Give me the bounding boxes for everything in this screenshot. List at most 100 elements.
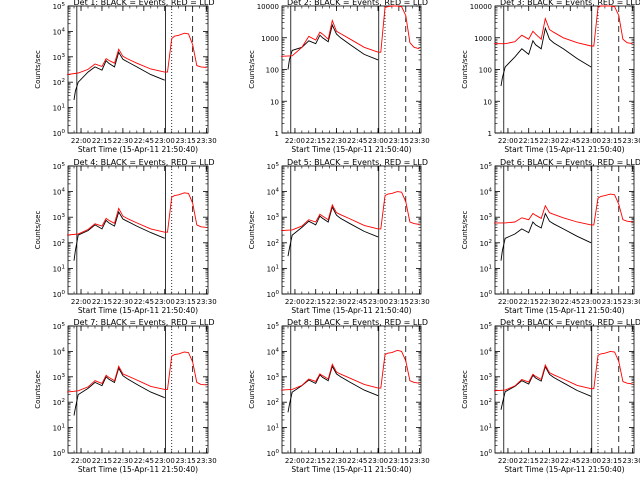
- y-tick-label: 104: [267, 347, 280, 356]
- plot-frame: [494, 5, 635, 134]
- x-tick-label: 22:45: [347, 137, 367, 145]
- x-tick-label: 23:15: [389, 457, 409, 465]
- y-tick-label: 101: [480, 264, 492, 273]
- x-tick-label: 23:00: [581, 137, 601, 145]
- x-tick-label: 22:45: [560, 457, 580, 465]
- y-tick-label: 103: [53, 53, 66, 62]
- x-tick-label: 23:15: [389, 298, 409, 306]
- series-lld-line: [281, 349, 420, 391]
- panel-title: Det 3: BLACK = Events, RED = LLD: [500, 0, 640, 7]
- y-tick-label: 102: [53, 398, 65, 407]
- detector-panel-7: Det 7: BLACK = Events, RED = LLD 100 101 10…: [34, 318, 217, 474]
- y-axis-label: Counts/sec: [34, 211, 42, 250]
- x-tick-label: 22:00: [285, 137, 305, 145]
- y-tick-label: 100: [53, 129, 66, 138]
- y-tick-label: 103: [480, 373, 493, 382]
- y-tick-label: 10000: [470, 3, 492, 11]
- x-tick-label: 22:15: [306, 137, 326, 145]
- series-lld-line: [67, 32, 207, 76]
- y-axis-label: Counts/sec: [461, 211, 469, 250]
- x-tick-label: 23:15: [602, 137, 622, 145]
- x-tick-label: 22:45: [134, 298, 154, 306]
- x-tick-label: 22:15: [306, 298, 326, 306]
- x-axis-label: Start Time (15-Apr-11 21:50:40): [504, 145, 624, 154]
- x-tick-label: 23:30: [410, 137, 430, 145]
- x-tick-label: 22:00: [498, 137, 518, 145]
- x-tick-label: 23:30: [623, 137, 640, 145]
- x-tick-label: 22:30: [326, 137, 346, 145]
- panel-title: Det 9: BLACK = Events, RED = LLD: [500, 318, 640, 327]
- detector-panel-6: Det 6: BLACK = Events, RED = LLD 100 101 10…: [461, 158, 640, 315]
- y-tick-label: 102: [53, 78, 65, 87]
- y-tick-label: 105: [480, 322, 493, 331]
- x-tick-label: 23:30: [623, 298, 640, 306]
- y-tick-label: 104: [53, 27, 66, 36]
- y-tick-label: 1000: [474, 35, 492, 43]
- x-tick-label: 22:15: [306, 457, 326, 465]
- x-tick-label: 22:15: [92, 457, 112, 465]
- x-tick-label: 23:30: [197, 298, 217, 306]
- x-tick-label: 23:30: [410, 457, 430, 465]
- y-tick-label: 102: [267, 398, 279, 407]
- y-tick-label: 100: [53, 449, 66, 458]
- y-axis-label: Counts/sec: [248, 50, 256, 89]
- x-tick-label: 22:15: [92, 137, 112, 145]
- detector-panel-8: Det 8: BLACK = Events, RED = LLD 100 101 10…: [248, 318, 430, 474]
- y-tick-label: 105: [53, 322, 66, 331]
- plot-frame: [494, 325, 635, 454]
- x-tick-label: 22:00: [285, 457, 305, 465]
- x-axis-label: Start Time (15-Apr-11 21:50:40): [291, 145, 411, 154]
- plot-frame: [281, 325, 422, 454]
- x-tick-label: 22:45: [134, 457, 154, 465]
- plot-frame: [494, 165, 635, 295]
- x-tick-label: 22:30: [539, 137, 559, 145]
- x-tick-label: 22:30: [113, 298, 133, 306]
- detector-panel-1: Det 1: BLACK = Events, RED = LLD 100 101 10…: [34, 0, 217, 154]
- x-tick-label: 23:00: [368, 137, 388, 145]
- panel-title: Det 6: BLACK = Events, RED = LLD: [500, 158, 640, 167]
- panel-title: Det 4: BLACK = Events, RED = LLD: [74, 158, 215, 167]
- x-tick-label: 23:30: [197, 137, 217, 145]
- x-tick-label: 23:00: [155, 298, 175, 306]
- y-tick-label: 103: [267, 213, 280, 222]
- x-tick-label: 23:00: [368, 298, 388, 306]
- x-tick-label: 23:30: [410, 298, 430, 306]
- y-tick-label: 10: [483, 98, 492, 106]
- series-events-line: [500, 26, 592, 87]
- x-tick-label: 22:45: [347, 298, 367, 306]
- series-events-line: [500, 212, 592, 261]
- y-tick-label: 103: [267, 373, 280, 382]
- y-tick-label: 101: [53, 104, 65, 113]
- panel-title: Det 2: BLACK = Events, RED = LLD: [287, 0, 428, 7]
- y-tick-label: 105: [53, 2, 66, 11]
- x-tick-label: 22:45: [134, 137, 154, 145]
- series-lld-line: [494, 5, 633, 47]
- x-axis-label: Start Time (15-Apr-11 21:50:40): [78, 465, 198, 474]
- y-tick-label: 105: [267, 162, 280, 171]
- y-tick-label: 103: [53, 213, 66, 222]
- y-tick-label: 102: [53, 239, 65, 248]
- x-tick-label: 23:00: [155, 137, 175, 145]
- y-tick-label: 100: [267, 449, 280, 458]
- x-axis-label: Start Time (15-Apr-11 21:50:40): [291, 465, 411, 474]
- y-axis-label: Counts/sec: [461, 370, 469, 409]
- y-tick-label: 104: [480, 188, 493, 197]
- y-tick-label: 101: [53, 424, 65, 433]
- x-tick-label: 22:00: [71, 457, 91, 465]
- panel-title: Det 1: BLACK = Events, RED = LLD: [74, 0, 215, 7]
- series-lld-line: [494, 350, 633, 392]
- y-tick-label: 104: [480, 347, 493, 356]
- plot-frame: [281, 5, 422, 134]
- x-tick-label: 22:15: [92, 298, 112, 306]
- y-tick-label: 105: [53, 162, 66, 171]
- detector-panel-2: Det 2: BLACK = Events, RED = LLD 1 10 100 10…: [248, 0, 430, 154]
- x-tick-label: 23:15: [389, 137, 409, 145]
- x-tick-label: 22:15: [519, 457, 539, 465]
- x-tick-label: 22:45: [560, 298, 580, 306]
- y-tick-label: 103: [53, 373, 66, 382]
- plot-frame: [67, 325, 209, 454]
- series-lld-line: [67, 351, 207, 393]
- panel-title: Det 7: BLACK = Events, RED = LLD: [74, 318, 215, 327]
- y-tick-label: 1: [488, 130, 492, 138]
- plot-frame: [67, 165, 209, 295]
